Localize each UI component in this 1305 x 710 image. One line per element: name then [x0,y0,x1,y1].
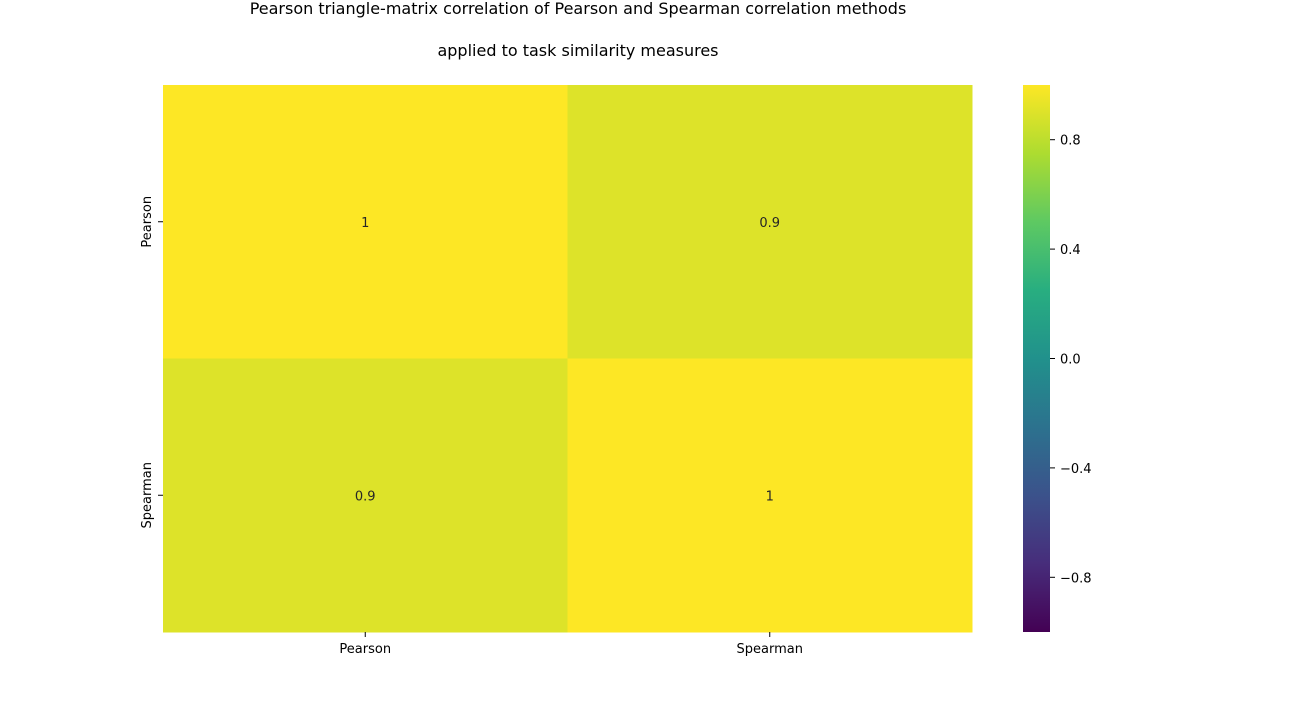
colorbar-tick-label: 0.4 [1060,243,1081,258]
colorbar-tick-label: −0.4 [1060,462,1092,477]
cell-annotation-0-1: 0.9 [759,216,780,231]
y-tick-label: Pearson [140,196,155,248]
colorbar-tick-label: −0.8 [1060,571,1092,586]
heatmap-annotations: 1 0.9 0.9 1 [355,216,780,505]
x-tick-label: Pearson [339,642,391,657]
heatmap-cells [163,85,973,633]
y-axis: Pearson Spearman [140,196,163,528]
chart-title-line-2: applied to task similarity measures [437,41,718,60]
heatmap-cell-0-0 [163,85,568,359]
cell-annotation-0-0: 1 [361,216,369,231]
chart-title-line-1: Pearson triangle-matrix correlation of P… [250,0,907,18]
x-tick-label: Spearman [737,642,803,657]
heatmap-cell-0-1 [567,85,973,359]
heatmap-cell-1-0 [163,358,568,633]
cell-annotation-1-1: 1 [766,489,774,504]
colorbar [1023,85,1050,632]
x-axis: Pearson Spearman [339,632,803,657]
colorbar-ticks: 0.8 0.4 0.0 −0.4 −0.8 [1050,134,1092,586]
cell-annotation-1-0: 0.9 [355,489,376,504]
colorbar-tick-label: 0.0 [1060,353,1081,368]
y-tick-label: Spearman [140,462,155,528]
heatmap-cell-1-1 [567,358,973,633]
colorbar-tick-label: 0.8 [1060,134,1081,149]
